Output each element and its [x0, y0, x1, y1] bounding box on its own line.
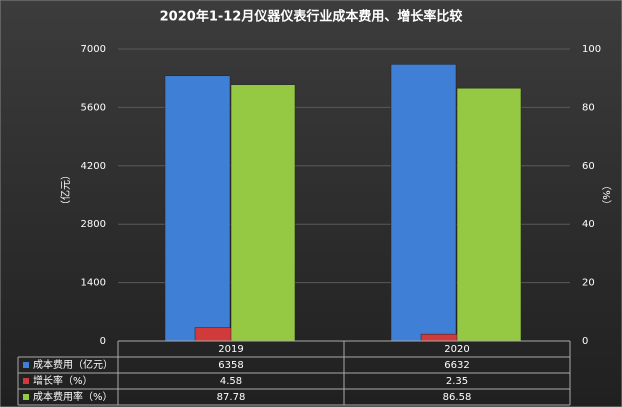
y-tick-label: 7000: [81, 44, 106, 55]
legend-swatch: [23, 394, 29, 400]
y-tick-label: 5600: [81, 102, 106, 113]
table-value: 6358: [218, 360, 243, 371]
y2-tick-label: 60: [582, 161, 595, 172]
legend-swatch: [23, 362, 29, 368]
table-value: 87.78: [217, 392, 246, 403]
bar: [164, 75, 231, 342]
y-tick-label: 4200: [81, 161, 106, 172]
bar: [230, 84, 296, 342]
y2-tick-label: 80: [582, 102, 595, 113]
table-value: 6632: [444, 360, 469, 371]
y2-tick-label: 20: [582, 278, 595, 289]
table-value: 4.58: [220, 376, 242, 387]
table-value: 2.35: [446, 376, 468, 387]
legend-label: 增长率（%）: [33, 374, 93, 387]
y2-tick-label: 100: [582, 44, 601, 55]
y-tick-label: 0: [100, 336, 106, 347]
y-axis-label: （亿元）: [59, 170, 72, 210]
chart-title: 2020年1-12月仪器仪表行业成本费用、增长率比较: [160, 9, 463, 25]
legend-label: 成本费用（亿元）: [33, 358, 113, 371]
x-tick-label: 2019: [218, 344, 243, 355]
y2-tick-label: 0: [582, 336, 588, 347]
y-tick-label: 1400: [81, 278, 106, 289]
x-tick-label: 2020: [444, 344, 469, 355]
table-value: 86.58: [443, 392, 472, 403]
y-tick-label: 2800: [81, 219, 106, 230]
bar: [390, 64, 457, 342]
bar: [456, 87, 522, 342]
y2-axis-label: （%）: [600, 180, 612, 210]
y2-tick-label: 40: [582, 219, 595, 230]
legend-label: 成本费用率（%）: [33, 390, 113, 403]
legend-swatch: [23, 378, 29, 384]
